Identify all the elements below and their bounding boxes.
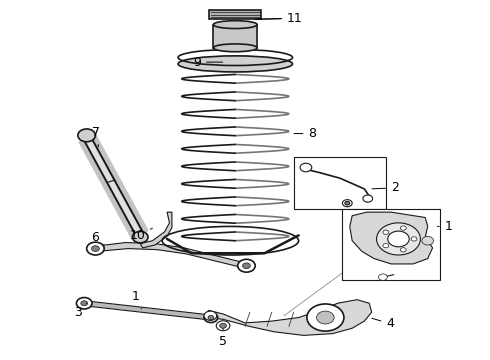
- Polygon shape: [209, 10, 261, 19]
- Polygon shape: [97, 243, 245, 268]
- Text: 7: 7: [93, 126, 100, 147]
- Text: 3: 3: [74, 303, 87, 319]
- Circle shape: [238, 259, 255, 272]
- Text: 4: 4: [372, 317, 394, 330]
- Polygon shape: [213, 24, 257, 48]
- Text: 2: 2: [372, 181, 399, 194]
- Circle shape: [208, 315, 214, 320]
- Circle shape: [422, 237, 434, 245]
- Circle shape: [132, 231, 148, 243]
- Circle shape: [400, 226, 406, 230]
- Text: 6: 6: [91, 231, 104, 244]
- Circle shape: [220, 323, 226, 328]
- Circle shape: [81, 301, 88, 306]
- Circle shape: [378, 274, 387, 280]
- Text: 8: 8: [294, 127, 317, 140]
- Circle shape: [300, 163, 312, 172]
- Circle shape: [345, 202, 350, 205]
- Circle shape: [216, 321, 230, 331]
- Circle shape: [317, 311, 334, 324]
- Polygon shape: [83, 136, 145, 237]
- Text: 9: 9: [193, 55, 223, 69]
- Text: 11: 11: [258, 12, 302, 25]
- Circle shape: [204, 311, 217, 320]
- Circle shape: [363, 195, 373, 202]
- Circle shape: [411, 237, 417, 241]
- Circle shape: [376, 223, 420, 255]
- Circle shape: [76, 297, 92, 309]
- Text: 1: 1: [438, 220, 453, 233]
- Circle shape: [343, 200, 352, 207]
- Bar: [294, 157, 386, 208]
- Circle shape: [204, 312, 218, 323]
- Circle shape: [388, 231, 409, 247]
- Bar: [343, 208, 440, 280]
- Circle shape: [383, 243, 389, 248]
- Circle shape: [78, 129, 96, 142]
- Text: 5: 5: [219, 329, 227, 348]
- Circle shape: [307, 304, 344, 331]
- Text: 10: 10: [129, 228, 152, 242]
- Polygon shape: [140, 212, 172, 248]
- Circle shape: [243, 263, 250, 269]
- Circle shape: [92, 246, 99, 251]
- Text: 1: 1: [131, 290, 142, 309]
- Polygon shape: [206, 300, 372, 336]
- Circle shape: [383, 230, 389, 234]
- Polygon shape: [350, 212, 433, 264]
- Ellipse shape: [213, 21, 257, 28]
- Circle shape: [87, 242, 104, 255]
- Ellipse shape: [178, 56, 293, 72]
- Ellipse shape: [213, 44, 257, 52]
- Circle shape: [400, 248, 406, 252]
